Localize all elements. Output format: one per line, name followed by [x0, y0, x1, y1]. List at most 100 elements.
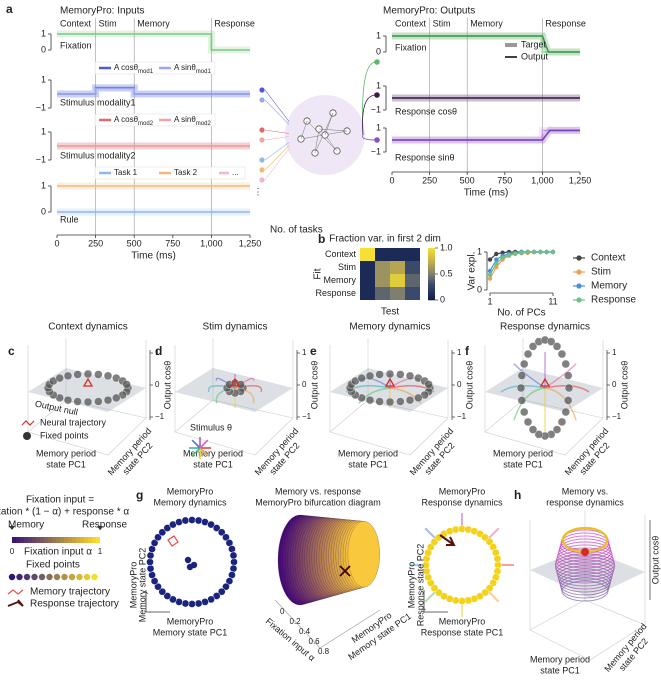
legend-box: [94, 61, 216, 75]
fixed-point: [528, 342, 538, 351]
y-tick-label: 0: [41, 206, 46, 216]
alpha-bar-step: [44, 537, 48, 543]
legend-dot: [576, 255, 582, 261]
fixed-point: [230, 558, 238, 566]
trajectory-ring: [554, 556, 616, 578]
fixed-point: [188, 516, 196, 524]
fixed-point: [201, 598, 209, 606]
x-axis-label: Memory period: [183, 448, 243, 458]
alpha-bar-step: [12, 537, 16, 543]
colorbar-step: [428, 288, 435, 291]
legend-label: A cosθmod2: [114, 115, 154, 126]
fixed-point: [154, 582, 162, 591]
x-tick-label: 11: [548, 296, 557, 306]
fixed-point: [158, 587, 167, 596]
epoch-label: Context: [395, 18, 427, 28]
row-label: Stimulus modality2: [60, 150, 136, 160]
y-tick-label: 1: [41, 74, 46, 84]
row-label: Response: [315, 288, 356, 298]
fixed-point: [375, 397, 384, 406]
colorbar-step: [428, 296, 435, 299]
tick-label: 0.4: [299, 627, 311, 636]
heat-cell: [360, 248, 375, 261]
y-axis-label: Fit: [313, 268, 324, 279]
colorbar-step: [428, 276, 435, 279]
x-axis-label: state PC1: [348, 459, 388, 469]
fixed-point: [516, 383, 526, 393]
fixed-point: [186, 563, 194, 571]
fixed-point: [175, 518, 183, 526]
fixed-point: [181, 516, 190, 525]
z-axis-label: Output cosθ: [162, 361, 172, 410]
y-tick-label: 1: [477, 246, 482, 256]
alpha-bar-step: [36, 537, 40, 543]
point: [519, 250, 524, 255]
point: [500, 250, 505, 255]
y-tick-label: 1: [376, 122, 381, 132]
legend-fixed-point: [76, 573, 83, 581]
trajectory-ring: [561, 580, 609, 602]
x-tick-label: 750: [165, 238, 180, 248]
alpha-bar-step: [76, 537, 80, 543]
trace: [57, 87, 250, 95]
legend-label: Response trajectory: [30, 599, 119, 610]
fixed-point: [194, 516, 203, 525]
response-trajectory: [339, 565, 351, 577]
legend-fixed-point: [16, 573, 23, 581]
legend-name: Task 1: [114, 168, 138, 177]
fixed-point: [523, 349, 533, 359]
y-tick-label: −1: [36, 154, 46, 164]
fixed-point: [169, 595, 177, 604]
panel-label: b: [318, 232, 325, 246]
y-tick-label: 1: [41, 180, 46, 190]
x-tick-label: 1,000: [531, 175, 554, 185]
z-tick-label: −1: [302, 412, 312, 421]
alpha-bar-step: [16, 537, 20, 543]
legend-trajectory-icon: [21, 420, 35, 426]
fixed-point: [385, 369, 395, 379]
trajectory-ring: [558, 568, 612, 590]
x-axis-label: Memory period: [493, 448, 553, 458]
alpha-bar-step: [52, 537, 56, 543]
alpha-bar-step: [24, 537, 28, 543]
colorbar-step: [428, 262, 435, 265]
x-axis-label: MemoryPro: [439, 616, 486, 626]
bifurcation-slice: [347, 521, 380, 588]
stimulus-wheel: [191, 447, 201, 457]
fixed-point: [357, 373, 366, 383]
colorbar-step: [428, 280, 435, 283]
point: [550, 249, 556, 255]
input-node: [259, 167, 265, 173]
fixed-point: [520, 359, 529, 369]
row-label: Response sinθ: [395, 152, 455, 162]
fixed-point: [365, 395, 375, 405]
epoch-label: Stim: [99, 18, 117, 28]
colorbar-step: [428, 268, 435, 271]
alpha-bar-step: [64, 537, 68, 543]
output-node: [374, 137, 380, 143]
x-axis-label: state PC1: [193, 459, 233, 469]
epoch-label: Context: [60, 18, 92, 28]
legend-fixed-point: [91, 573, 98, 581]
x-axis-label: Memory period: [338, 448, 398, 458]
z-tick-label: 1: [457, 348, 462, 357]
fixed-point: [534, 430, 543, 439]
fixed-point: [163, 524, 172, 532]
point: [494, 261, 499, 266]
epoch-label: Memory: [470, 18, 503, 28]
output-arrow: [362, 134, 377, 141]
point: [487, 276, 493, 281]
row-label: Fixation: [60, 40, 92, 50]
colorbar-step: [428, 282, 435, 285]
alpha-bar-step: [60, 537, 64, 543]
y-tick-label: 0: [477, 284, 482, 294]
legend-fixed-point: [23, 432, 31, 440]
point: [487, 272, 493, 277]
stimulus-wheel: [199, 447, 209, 457]
alpha-bar-step: [20, 537, 24, 543]
stimulus-wheel: [199, 439, 209, 449]
fixed-point: [217, 528, 226, 537]
y-tick-label: 0: [41, 44, 46, 54]
legend-label: Stim: [591, 267, 611, 278]
fixed-point: [63, 395, 73, 405]
